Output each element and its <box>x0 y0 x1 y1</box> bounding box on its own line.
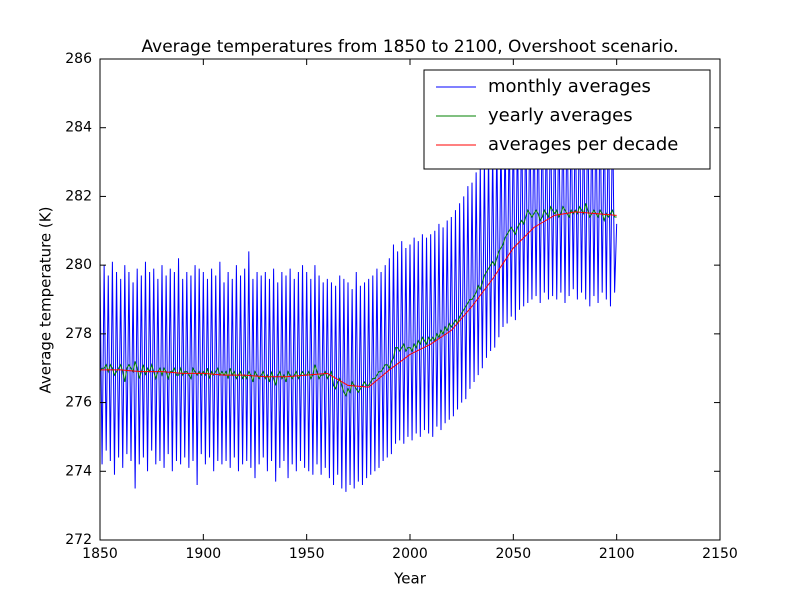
x-tick-label: 1950 <box>289 546 325 562</box>
x-tick-label: 1850 <box>82 546 118 562</box>
y-tick-label: 286 <box>65 51 92 67</box>
chart-title: Average temperatures from 1850 to 2100, … <box>142 37 679 57</box>
legend-label: monthly averages <box>488 76 651 97</box>
x-axis-label: Year <box>393 570 427 588</box>
series-line <box>100 96 618 492</box>
x-tick-label: 1900 <box>186 546 222 562</box>
y-tick-label: 272 <box>65 532 92 548</box>
legend-label: yearly averages <box>488 105 633 126</box>
y-tick-label: 278 <box>65 326 92 342</box>
y-axis-label: Average temperature (K) <box>37 207 55 394</box>
series-line <box>100 203 617 397</box>
y-tick-label: 274 <box>65 463 92 479</box>
legend: monthly averages yearly averages averages … <box>423 69 711 170</box>
y-tick-label: 282 <box>65 188 92 204</box>
x-tick-label: 2150 <box>702 546 738 562</box>
x-tick-label: 2100 <box>599 546 635 562</box>
x-tick-label: 2000 <box>392 546 428 562</box>
y-tick-label: 276 <box>65 395 92 411</box>
series-line <box>100 211 617 388</box>
y-tick-label: 280 <box>65 257 92 273</box>
y-tick-label: 284 <box>65 120 92 136</box>
legend-label: averages per decade <box>488 134 678 155</box>
x-tick-label: 2050 <box>496 546 532 562</box>
